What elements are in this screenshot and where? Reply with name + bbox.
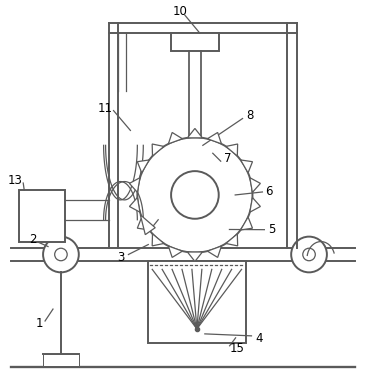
Text: 13: 13 <box>8 174 23 186</box>
Text: 10: 10 <box>173 5 187 18</box>
Text: 2: 2 <box>29 233 37 246</box>
Polygon shape <box>130 198 140 212</box>
Text: 11: 11 <box>98 102 113 115</box>
Bar <box>171 33 219 51</box>
Bar <box>148 261 246 343</box>
Circle shape <box>291 237 327 272</box>
Polygon shape <box>250 178 260 192</box>
Polygon shape <box>140 215 155 235</box>
Bar <box>43 354 79 366</box>
Text: 7: 7 <box>224 152 231 165</box>
Text: 8: 8 <box>246 109 253 122</box>
Text: 1: 1 <box>36 318 43 330</box>
Polygon shape <box>226 234 238 246</box>
Circle shape <box>171 171 219 219</box>
Polygon shape <box>152 234 164 246</box>
Polygon shape <box>240 160 253 173</box>
Polygon shape <box>152 144 164 156</box>
Text: 3: 3 <box>117 251 124 264</box>
Polygon shape <box>130 178 140 192</box>
Circle shape <box>43 237 79 272</box>
Polygon shape <box>208 246 221 257</box>
Text: 15: 15 <box>230 342 245 355</box>
Text: 5: 5 <box>268 223 275 236</box>
Polygon shape <box>187 252 202 261</box>
Bar <box>177 146 213 175</box>
Bar <box>19 190 65 242</box>
Circle shape <box>55 248 67 261</box>
Polygon shape <box>137 160 149 173</box>
Text: 6: 6 <box>266 186 273 198</box>
Polygon shape <box>226 144 238 156</box>
Polygon shape <box>187 129 202 138</box>
Polygon shape <box>137 217 149 230</box>
Circle shape <box>137 137 253 252</box>
Polygon shape <box>208 132 221 144</box>
Polygon shape <box>250 198 260 212</box>
Polygon shape <box>168 246 182 257</box>
Circle shape <box>303 248 315 261</box>
Polygon shape <box>240 217 253 230</box>
Polygon shape <box>168 132 182 144</box>
Text: 4: 4 <box>256 332 263 345</box>
